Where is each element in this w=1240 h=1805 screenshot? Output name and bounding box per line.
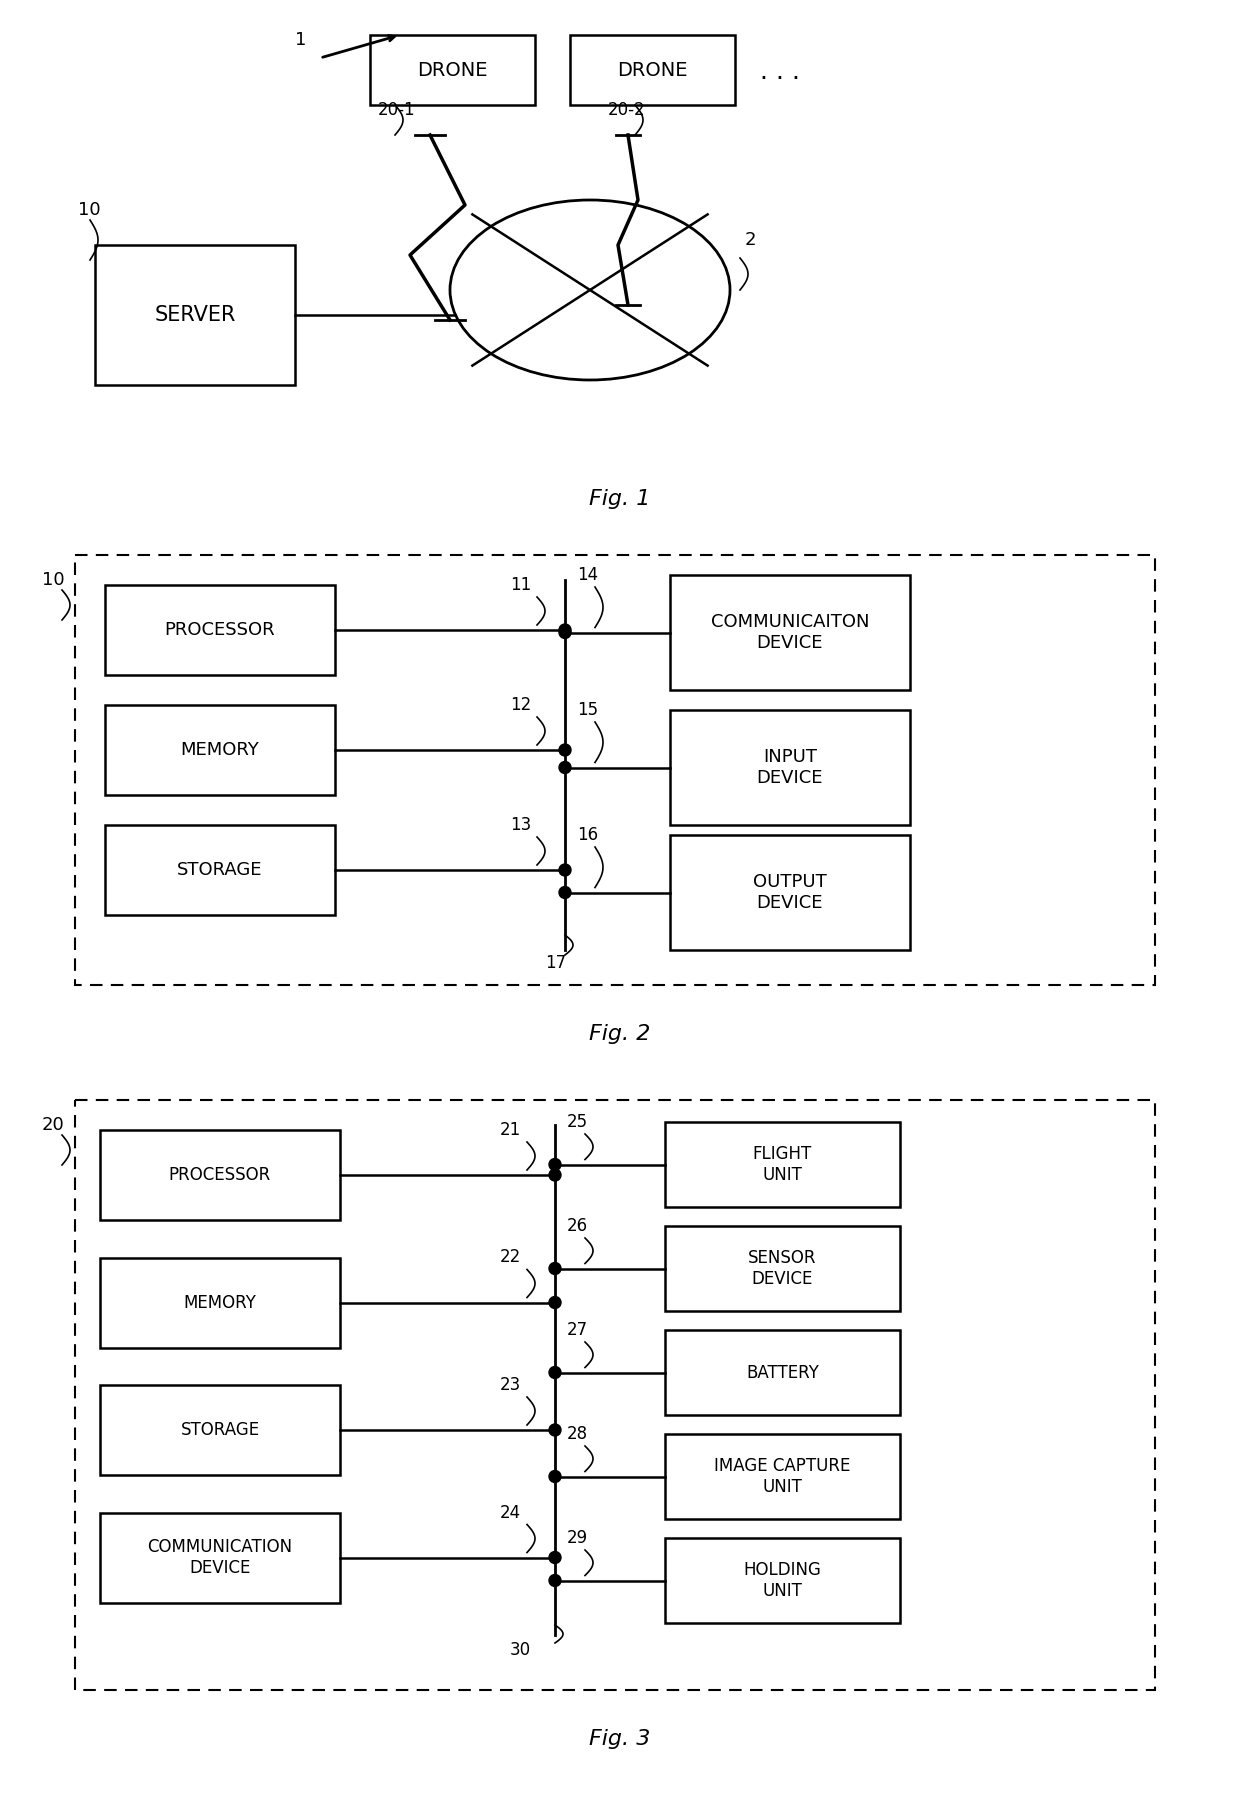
Text: 22: 22	[500, 1249, 521, 1267]
Text: PROCESSOR: PROCESSOR	[165, 621, 275, 639]
Text: FLIGHT
UNIT: FLIGHT UNIT	[753, 1144, 812, 1184]
Bar	[665, 1330, 900, 1415]
Text: 15: 15	[577, 700, 598, 718]
Circle shape	[549, 1159, 560, 1170]
Bar	[105, 585, 335, 675]
Text: PROCESSOR: PROCESSOR	[169, 1166, 272, 1184]
Bar	[370, 34, 534, 105]
Text: 30: 30	[510, 1641, 531, 1659]
Circle shape	[549, 1262, 560, 1274]
Text: Fig. 1: Fig. 1	[589, 489, 651, 509]
Text: IMAGE CAPTURE
UNIT: IMAGE CAPTURE UNIT	[714, 1457, 851, 1496]
Circle shape	[559, 865, 570, 875]
Bar	[100, 1130, 340, 1220]
Text: 1: 1	[295, 31, 306, 49]
Text: 11: 11	[510, 576, 531, 594]
Text: Fig. 2: Fig. 2	[589, 1023, 651, 1043]
Bar	[100, 1384, 340, 1475]
Circle shape	[549, 1552, 560, 1563]
Text: BATTERY: BATTERY	[746, 1363, 818, 1381]
Text: 12: 12	[510, 697, 531, 715]
Text: 25: 25	[567, 1114, 588, 1132]
Bar	[570, 34, 735, 105]
Circle shape	[549, 1424, 560, 1437]
Circle shape	[559, 744, 570, 756]
Bar	[74, 554, 1154, 986]
Text: 13: 13	[510, 816, 531, 834]
Text: MEMORY: MEMORY	[181, 742, 259, 758]
Text: SENSOR
DEVICE: SENSOR DEVICE	[748, 1249, 817, 1289]
Text: STORAGE: STORAGE	[181, 1421, 259, 1439]
Ellipse shape	[450, 200, 730, 381]
Text: 10: 10	[42, 570, 64, 588]
Text: COMMUNICAITON
DEVICE: COMMUNICAITON DEVICE	[711, 614, 869, 652]
Bar	[95, 245, 295, 384]
Circle shape	[549, 1170, 560, 1180]
Text: SERVER: SERVER	[154, 305, 236, 325]
Circle shape	[549, 1471, 560, 1482]
Bar	[670, 709, 910, 825]
Text: OUTPUT
DEVICE: OUTPUT DEVICE	[753, 874, 827, 912]
Bar	[74, 1099, 1154, 1689]
Bar	[670, 836, 910, 949]
Text: 26: 26	[567, 1217, 588, 1235]
Text: 17: 17	[546, 955, 567, 973]
Circle shape	[559, 626, 570, 639]
Bar	[105, 706, 335, 794]
Text: 10: 10	[78, 200, 100, 218]
Circle shape	[559, 625, 570, 635]
Text: COMMUNICATION
DEVICE: COMMUNICATION DEVICE	[148, 1538, 293, 1578]
Text: 20-2: 20-2	[608, 101, 646, 119]
Text: 20: 20	[42, 1115, 64, 1134]
Text: HOLDING
UNIT: HOLDING UNIT	[744, 1561, 821, 1599]
Circle shape	[559, 762, 570, 774]
Bar	[665, 1538, 900, 1623]
Text: 14: 14	[577, 567, 598, 585]
Text: . . .: . . .	[760, 60, 800, 85]
Text: 21: 21	[500, 1121, 521, 1139]
Text: 20-1: 20-1	[378, 101, 415, 119]
Circle shape	[549, 1366, 560, 1379]
Text: 27: 27	[567, 1321, 588, 1339]
Bar	[670, 576, 910, 690]
Bar	[665, 1123, 900, 1208]
Text: 24: 24	[500, 1504, 521, 1522]
Bar	[665, 1433, 900, 1520]
Text: MEMORY: MEMORY	[184, 1294, 257, 1312]
Circle shape	[549, 1296, 560, 1309]
Bar	[100, 1513, 340, 1603]
Text: 23: 23	[500, 1375, 521, 1393]
Text: 16: 16	[577, 827, 598, 845]
Text: INPUT
DEVICE: INPUT DEVICE	[756, 747, 823, 787]
Circle shape	[559, 886, 570, 899]
Bar	[665, 1226, 900, 1310]
Bar	[105, 825, 335, 915]
Text: 28: 28	[567, 1424, 588, 1442]
Circle shape	[549, 1574, 560, 1587]
Text: 29: 29	[567, 1529, 588, 1547]
Bar	[100, 1258, 340, 1348]
Text: STORAGE: STORAGE	[177, 861, 263, 879]
Text: DRONE: DRONE	[417, 61, 487, 79]
Text: Fig. 3: Fig. 3	[589, 1729, 651, 1749]
Text: 2: 2	[745, 231, 756, 249]
Text: DRONE: DRONE	[618, 61, 688, 79]
